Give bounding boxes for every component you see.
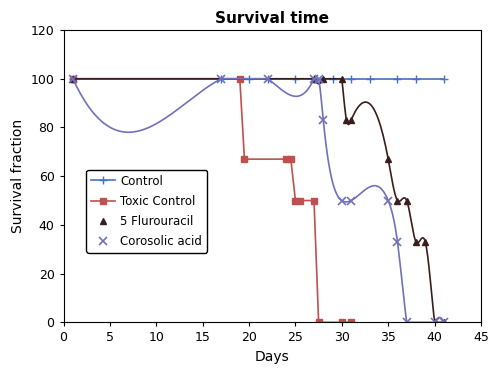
5 Flurouracil bbox=[394, 198, 400, 203]
Control bbox=[394, 76, 400, 81]
Control bbox=[246, 76, 252, 81]
Corosolic acid bbox=[404, 320, 410, 324]
Control bbox=[292, 76, 298, 81]
Control bbox=[348, 76, 354, 81]
5 Flurouracil bbox=[413, 240, 419, 244]
Toxic Control bbox=[70, 76, 76, 81]
Corosolic acid bbox=[316, 76, 322, 81]
Toxic Control bbox=[292, 198, 298, 203]
Corosolic acid bbox=[320, 118, 326, 122]
Control bbox=[218, 76, 224, 81]
5 Flurouracil bbox=[339, 76, 345, 81]
Toxic Control bbox=[316, 320, 322, 324]
Line: Control: Control bbox=[68, 75, 448, 83]
Toxic Control bbox=[311, 198, 317, 203]
Corosolic acid bbox=[339, 198, 345, 203]
Corosolic acid bbox=[218, 76, 224, 81]
Corosolic acid bbox=[348, 198, 354, 203]
Toxic Control bbox=[288, 157, 294, 161]
Y-axis label: Survival fraction: Survival fraction bbox=[11, 119, 25, 233]
Control bbox=[441, 76, 447, 81]
5 Flurouracil bbox=[311, 76, 317, 81]
Line: Corosolic acid: Corosolic acid bbox=[68, 75, 448, 327]
5 Flurouracil bbox=[422, 240, 428, 244]
Control bbox=[330, 76, 336, 81]
Corosolic acid bbox=[385, 198, 391, 203]
Control bbox=[264, 76, 270, 81]
Corosolic acid bbox=[311, 76, 317, 81]
5 Flurouracil bbox=[320, 76, 326, 81]
5 Flurouracil bbox=[344, 118, 349, 122]
Toxic Control bbox=[237, 76, 243, 81]
Corosolic acid bbox=[394, 240, 400, 244]
X-axis label: Days: Days bbox=[255, 350, 290, 364]
Corosolic acid bbox=[264, 76, 270, 81]
Title: Survival time: Survival time bbox=[216, 11, 330, 26]
Corosolic acid bbox=[441, 320, 447, 324]
Control bbox=[70, 76, 76, 81]
Corosolic acid bbox=[70, 76, 76, 81]
Line: Toxic Control: Toxic Control bbox=[70, 75, 354, 326]
Control bbox=[311, 76, 317, 81]
Toxic Control bbox=[242, 157, 248, 161]
5 Flurouracil bbox=[441, 320, 447, 324]
Control bbox=[366, 76, 372, 81]
Corosolic acid bbox=[432, 320, 438, 324]
Toxic Control bbox=[297, 198, 303, 203]
5 Flurouracil bbox=[70, 76, 76, 81]
Legend: Control, Toxic Control, 5 Flurouracil, Corosolic acid: Control, Toxic Control, 5 Flurouracil, C… bbox=[86, 170, 207, 253]
5 Flurouracil bbox=[432, 320, 438, 324]
5 Flurouracil bbox=[385, 157, 391, 161]
Toxic Control bbox=[348, 320, 354, 324]
Control bbox=[413, 76, 419, 81]
Toxic Control bbox=[339, 320, 345, 324]
5 Flurouracil bbox=[404, 198, 410, 203]
Toxic Control bbox=[283, 157, 289, 161]
Line: 5 Flurouracil: 5 Flurouracil bbox=[70, 75, 448, 326]
5 Flurouracil bbox=[348, 118, 354, 122]
